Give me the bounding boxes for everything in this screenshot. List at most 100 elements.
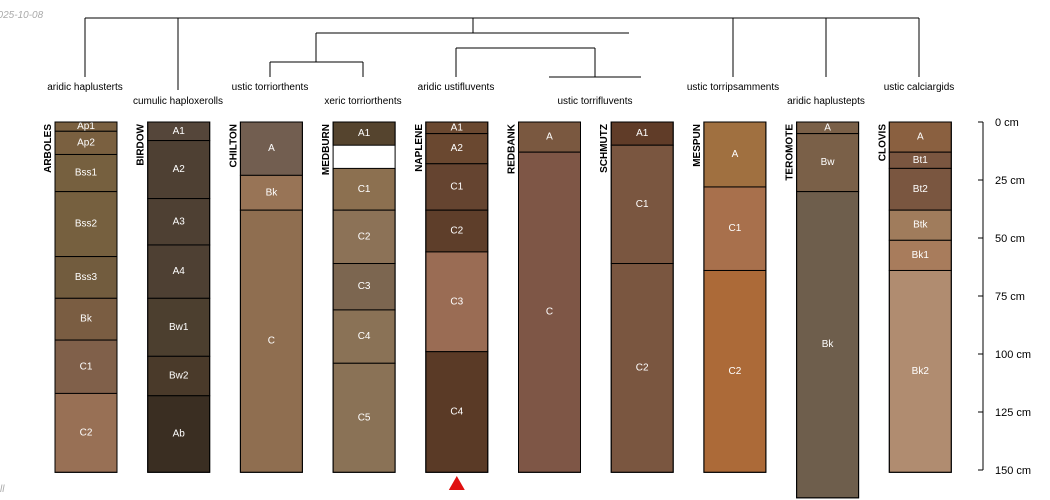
horizon-label: C2 — [358, 231, 371, 242]
profile-marker-triangle — [448, 476, 465, 490]
profile-medburn: A1 C1 C2 C3 C4 C5 MEDBURN xeric torriorthents — [321, 96, 402, 473]
horizon-label: C1 — [450, 181, 463, 192]
depth-tick-label: 0 cm — [995, 117, 1019, 129]
profile-id-label: ARBOLES — [43, 124, 54, 173]
horizon-label: Bk — [266, 187, 279, 198]
profile-id-label: MEDBURN — [321, 124, 332, 175]
horizon-label: Bw1 — [169, 322, 189, 333]
taxon-label: aridic haplustepts — [787, 96, 865, 107]
profile-id-label: CLOVIS — [877, 124, 888, 162]
horizon-label: C1 — [80, 361, 93, 372]
profile-outline — [610, 121, 674, 473]
horizon-chilton-bk — [239, 174, 303, 211]
horizon-label: C1 — [636, 199, 649, 210]
horizon-label: Ap1 — [77, 121, 95, 132]
taxon-label: aridic haplusterts — [47, 82, 123, 93]
profile-outline — [703, 121, 767, 473]
profile-birdow: A1 A2 A3 A4 Bw1 Bw2 Ab BIRDOW cumulic haploxerol… — [133, 96, 223, 473]
horizon-label: Bk — [822, 339, 835, 350]
horizon-label: A — [268, 143, 275, 154]
horizon-birdow-a3 — [147, 198, 211, 246]
depth-tick-label: 125 cm — [995, 407, 1031, 419]
horizon-label: C2 — [636, 362, 649, 373]
horizon-label: Bss2 — [75, 219, 98, 230]
horizon-label: Bw — [821, 157, 836, 168]
depth-tick-label: 25 cm — [995, 175, 1025, 187]
horizon-schmutz-c2 — [610, 263, 674, 473]
horizon-label: Bss3 — [75, 272, 98, 283]
profiles: Ap1 Ap2 Bss1 Bss2 Bss3 Bk C1 C2 ARBOLES aridic ha… — [43, 82, 955, 499]
horizon-label: Ab — [173, 429, 186, 440]
taxon-label: cumulic haploxerolls — [133, 96, 223, 107]
horizon-label: A — [824, 122, 831, 133]
profile-chilton: A Bk C CHILTON ustic torriorthents — [228, 82, 309, 473]
horizon-label: C3 — [358, 281, 371, 292]
profile-outline — [518, 121, 581, 473]
horizon-arboles-c1 — [54, 339, 118, 394]
horizon-label: A — [917, 132, 924, 143]
horizon-naplene-c1 — [425, 163, 489, 211]
horizon-label: Bk2 — [912, 366, 930, 377]
horizon-clovis-btk — [888, 209, 952, 241]
horizon-label: A1 — [173, 126, 186, 137]
horizon-label: Bk1 — [912, 250, 930, 261]
horizon-teromote-bk — [796, 191, 860, 499]
depth-tick-label: 100 cm — [995, 349, 1031, 361]
profile-id-label: TEROMOTE — [785, 124, 796, 181]
horizon-medburn-c1 — [332, 167, 396, 211]
depth-axis: 0 cm 25 cm 50 cm 75 cm 100 cm 125 cm 150 cm — [978, 117, 1031, 477]
profile-redbank: A C REDBANK ustic torrifluvents — [507, 96, 633, 473]
horizon-label: C1 — [729, 223, 742, 234]
horizon-label: A1 — [636, 128, 649, 139]
horizon-label: A2 — [451, 143, 464, 154]
horizon-label: C1 — [358, 184, 371, 195]
profile-id-label: REDBANK — [507, 123, 518, 174]
profile-mespun: A C1 C2 MESPUN ustic torripsamments — [687, 82, 779, 473]
dendrogram — [84, 17, 920, 90]
horizon-arboles-bss2 — [54, 191, 118, 258]
horizon-schmutz-c1 — [610, 144, 674, 265]
horizon-label: C — [546, 307, 553, 318]
profile-id-label: SCHMUTZ — [599, 124, 610, 173]
profile-outline — [888, 121, 952, 473]
horizon-label: Bt1 — [913, 155, 928, 166]
taxon-label: aridic ustifluvents — [418, 82, 495, 93]
depth-tick-label: 50 cm — [995, 233, 1025, 245]
horizon-label: A4 — [173, 266, 186, 277]
taxon-label: ustic torriorthents — [232, 82, 309, 93]
horizon-birdow-a4 — [147, 244, 211, 299]
horizon-label: Bk — [80, 314, 93, 325]
horizon-medburn-c5 — [332, 362, 396, 473]
taxon-label: ustic calciargids — [884, 82, 955, 93]
profile-schmutz: A1 C1 C2 SCHMUTZ — [599, 121, 674, 473]
profile-arboles: Ap1 Ap2 Bss1 Bss2 Bss3 Bk C1 C2 ARBOLES aridic ha… — [43, 82, 123, 473]
date-label: 2025-10-08 — [0, 10, 44, 21]
horizon-label: C3 — [450, 296, 463, 307]
depth-tick-label: 75 cm — [995, 291, 1025, 303]
profile-id-label: MESPUN — [692, 124, 703, 167]
horizon-chilton-a — [239, 121, 303, 176]
horizon-label: C4 — [358, 331, 371, 342]
horizon-mespun-c2 — [703, 269, 767, 473]
profile-id-label: CHILTON — [228, 124, 239, 168]
profile-id-label: BIRDOW — [136, 123, 147, 165]
profile-outline — [332, 121, 396, 473]
profile-naplene: A1 A2 C1 C2 C3 C4 NAPLENE aridic ustifluvents — [414, 82, 495, 473]
horizon-label: C2 — [729, 366, 742, 377]
horizon-label: Ap2 — [77, 137, 95, 148]
horizon-teromote-bw — [796, 133, 860, 193]
horizon-label: Bw2 — [169, 371, 189, 382]
horizon-label: A — [546, 132, 553, 143]
profile-outline — [54, 121, 118, 473]
horizon-label: A2 — [173, 164, 186, 175]
horizon-birdow-a2 — [147, 140, 211, 200]
horizon-label: C5 — [358, 412, 371, 423]
horizon-label: Bss1 — [75, 168, 98, 179]
depth-tick-label: 150 cm — [995, 465, 1031, 477]
profile-outline — [239, 121, 303, 473]
horizon-label: Bt2 — [913, 184, 928, 195]
horizon-label: C4 — [450, 407, 463, 418]
horizon-naplene-c3 — [425, 251, 489, 353]
horizon-label: A3 — [173, 216, 186, 227]
